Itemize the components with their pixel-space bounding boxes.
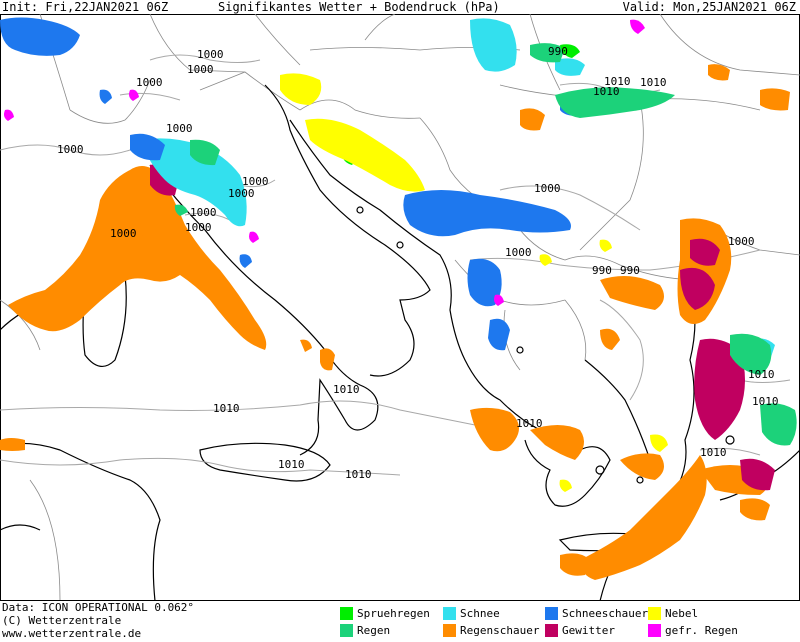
footer: Data: ICON OPERATIONAL 0.062° (C) Wetter… xyxy=(0,601,800,642)
isobar-label: 1000 xyxy=(197,48,224,61)
valid-time: Valid: Mon,25JAN2021 06Z xyxy=(622,0,796,14)
legend-swatch xyxy=(443,624,456,637)
thunderstorm-areas xyxy=(150,163,775,491)
rain-shower-areas xyxy=(0,64,790,580)
legend-label: Nebel xyxy=(665,607,699,620)
isobar-label: 1000 xyxy=(190,206,217,219)
isobar-label: 1000 xyxy=(242,175,269,188)
legend-label: Gewitter xyxy=(562,624,615,637)
isobar-label: 1010 xyxy=(278,458,305,471)
legend-label: Regen xyxy=(357,624,391,637)
isobar-label: 1010 xyxy=(748,368,775,381)
isobar-label: 1000 xyxy=(166,122,193,135)
rain-areas xyxy=(174,43,797,446)
isobar-label: 1000 xyxy=(728,235,755,248)
legend-label: Schnee xyxy=(460,607,500,620)
website-url: www.wetterzentrale.de xyxy=(2,627,142,640)
isobar-label: 1000 xyxy=(187,63,214,76)
legend-label: Schneeschauer xyxy=(562,607,649,620)
legend-swatch xyxy=(545,607,558,620)
isobar-label: 1000 xyxy=(505,246,532,259)
isobar-label: 990 xyxy=(620,264,640,277)
isobar-label: 1010 xyxy=(604,75,631,88)
legend-label: gefr. Regen xyxy=(665,624,738,637)
freezing-rain-areas xyxy=(4,19,645,306)
isobar-label: 1010 xyxy=(516,417,543,430)
legend-swatch xyxy=(545,624,558,637)
isobar-label: 1010 xyxy=(700,446,727,459)
isobar-label: 1000 xyxy=(228,187,255,200)
chart-title: Signifikantes Wetter + Bodendruck (hPa) xyxy=(218,0,500,14)
legend-swatch xyxy=(340,607,353,620)
legend-swatch xyxy=(340,624,353,637)
data-source: Data: ICON OPERATIONAL 0.062° xyxy=(2,601,195,614)
legend-label: Spruehregen xyxy=(357,607,430,620)
legend-swatch xyxy=(443,607,456,620)
legend-label: Regenschauer xyxy=(460,624,540,637)
isobar-label: 1010 xyxy=(752,395,779,408)
isobar-label: 1010 xyxy=(333,383,360,396)
isobar-label: 1000 xyxy=(110,227,137,240)
isobar-label: 1010 xyxy=(593,85,620,98)
isobar-label: 1000 xyxy=(136,76,163,89)
isobar-labels: 1010 1010 1010 1000 1000 1000 1000 1000 … xyxy=(57,45,779,481)
isobar-label: 990 xyxy=(548,45,568,58)
legend-swatch xyxy=(648,607,661,620)
isobar-label: 1000 xyxy=(185,221,212,234)
isobar-label: 1010 xyxy=(213,402,240,415)
copyright: (C) Wetterzentrale xyxy=(2,614,122,627)
isobar-label: 1000 xyxy=(57,143,84,156)
isobar-label: 1000 xyxy=(534,182,561,195)
fog-areas xyxy=(280,73,668,492)
map: 1010 1010 1010 1000 1000 1000 1000 1000 … xyxy=(0,14,800,601)
init-time: Init: Fri,22JAN2021 06Z xyxy=(2,0,169,14)
isobar-label: 990 xyxy=(592,264,612,277)
isobar-label: 1010 xyxy=(640,76,667,89)
legend-swatch xyxy=(648,624,661,637)
isobar-label: 1010 xyxy=(345,468,372,481)
